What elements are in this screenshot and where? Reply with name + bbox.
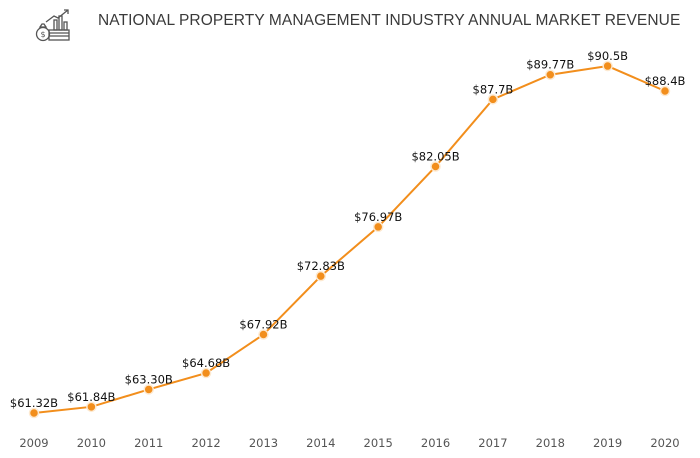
data-label: $72.83B xyxy=(297,259,345,273)
data-label: $64.68B xyxy=(182,356,230,370)
data-label: $82.05B xyxy=(411,150,459,164)
x-tick-label: 2016 xyxy=(421,436,450,450)
data-label: $61.84B xyxy=(67,390,115,404)
x-tick-label: 2017 xyxy=(478,436,507,450)
chart-title: NATIONAL PROPERTY MANAGEMENT INDUSTRY AN… xyxy=(98,12,681,29)
data-label: $76.97B xyxy=(354,210,402,224)
x-tick-label: 2010 xyxy=(77,436,106,450)
x-tick-label: 2013 xyxy=(249,436,278,450)
data-label: $61.32B xyxy=(10,396,58,410)
data-label: $90.5B xyxy=(587,49,628,63)
x-tick-label: 2015 xyxy=(364,436,393,450)
series-line xyxy=(33,65,666,414)
x-tick-label: 2019 xyxy=(593,436,622,450)
data-point xyxy=(315,270,327,282)
data-point xyxy=(372,221,384,233)
data-point xyxy=(143,384,154,395)
svg-text:$: $ xyxy=(40,30,45,39)
x-tick-label: 2014 xyxy=(306,436,335,450)
data-point xyxy=(200,367,212,379)
x-tick-label: 2009 xyxy=(19,436,48,450)
data-point xyxy=(28,407,40,419)
data-point xyxy=(86,401,97,413)
x-tick-label: 2020 xyxy=(650,436,679,450)
data-point xyxy=(487,94,499,105)
data-label: $63.30B xyxy=(125,372,173,386)
data-label: $67.92B xyxy=(239,318,287,332)
data-label: $89.77B xyxy=(526,58,574,72)
data-point xyxy=(659,85,671,97)
x-tick-label: 2011 xyxy=(134,436,163,450)
data-point xyxy=(430,161,441,172)
data-point xyxy=(258,329,269,340)
data-label: $87.7B xyxy=(473,82,514,96)
data-label: $88.4B xyxy=(645,74,686,88)
data-point xyxy=(602,60,613,72)
x-tick-label: 2012 xyxy=(191,436,220,450)
data-point xyxy=(545,69,556,80)
money-bag-growth-chart-icon: $ xyxy=(35,9,70,42)
x-tick-label: 2018 xyxy=(536,436,565,450)
